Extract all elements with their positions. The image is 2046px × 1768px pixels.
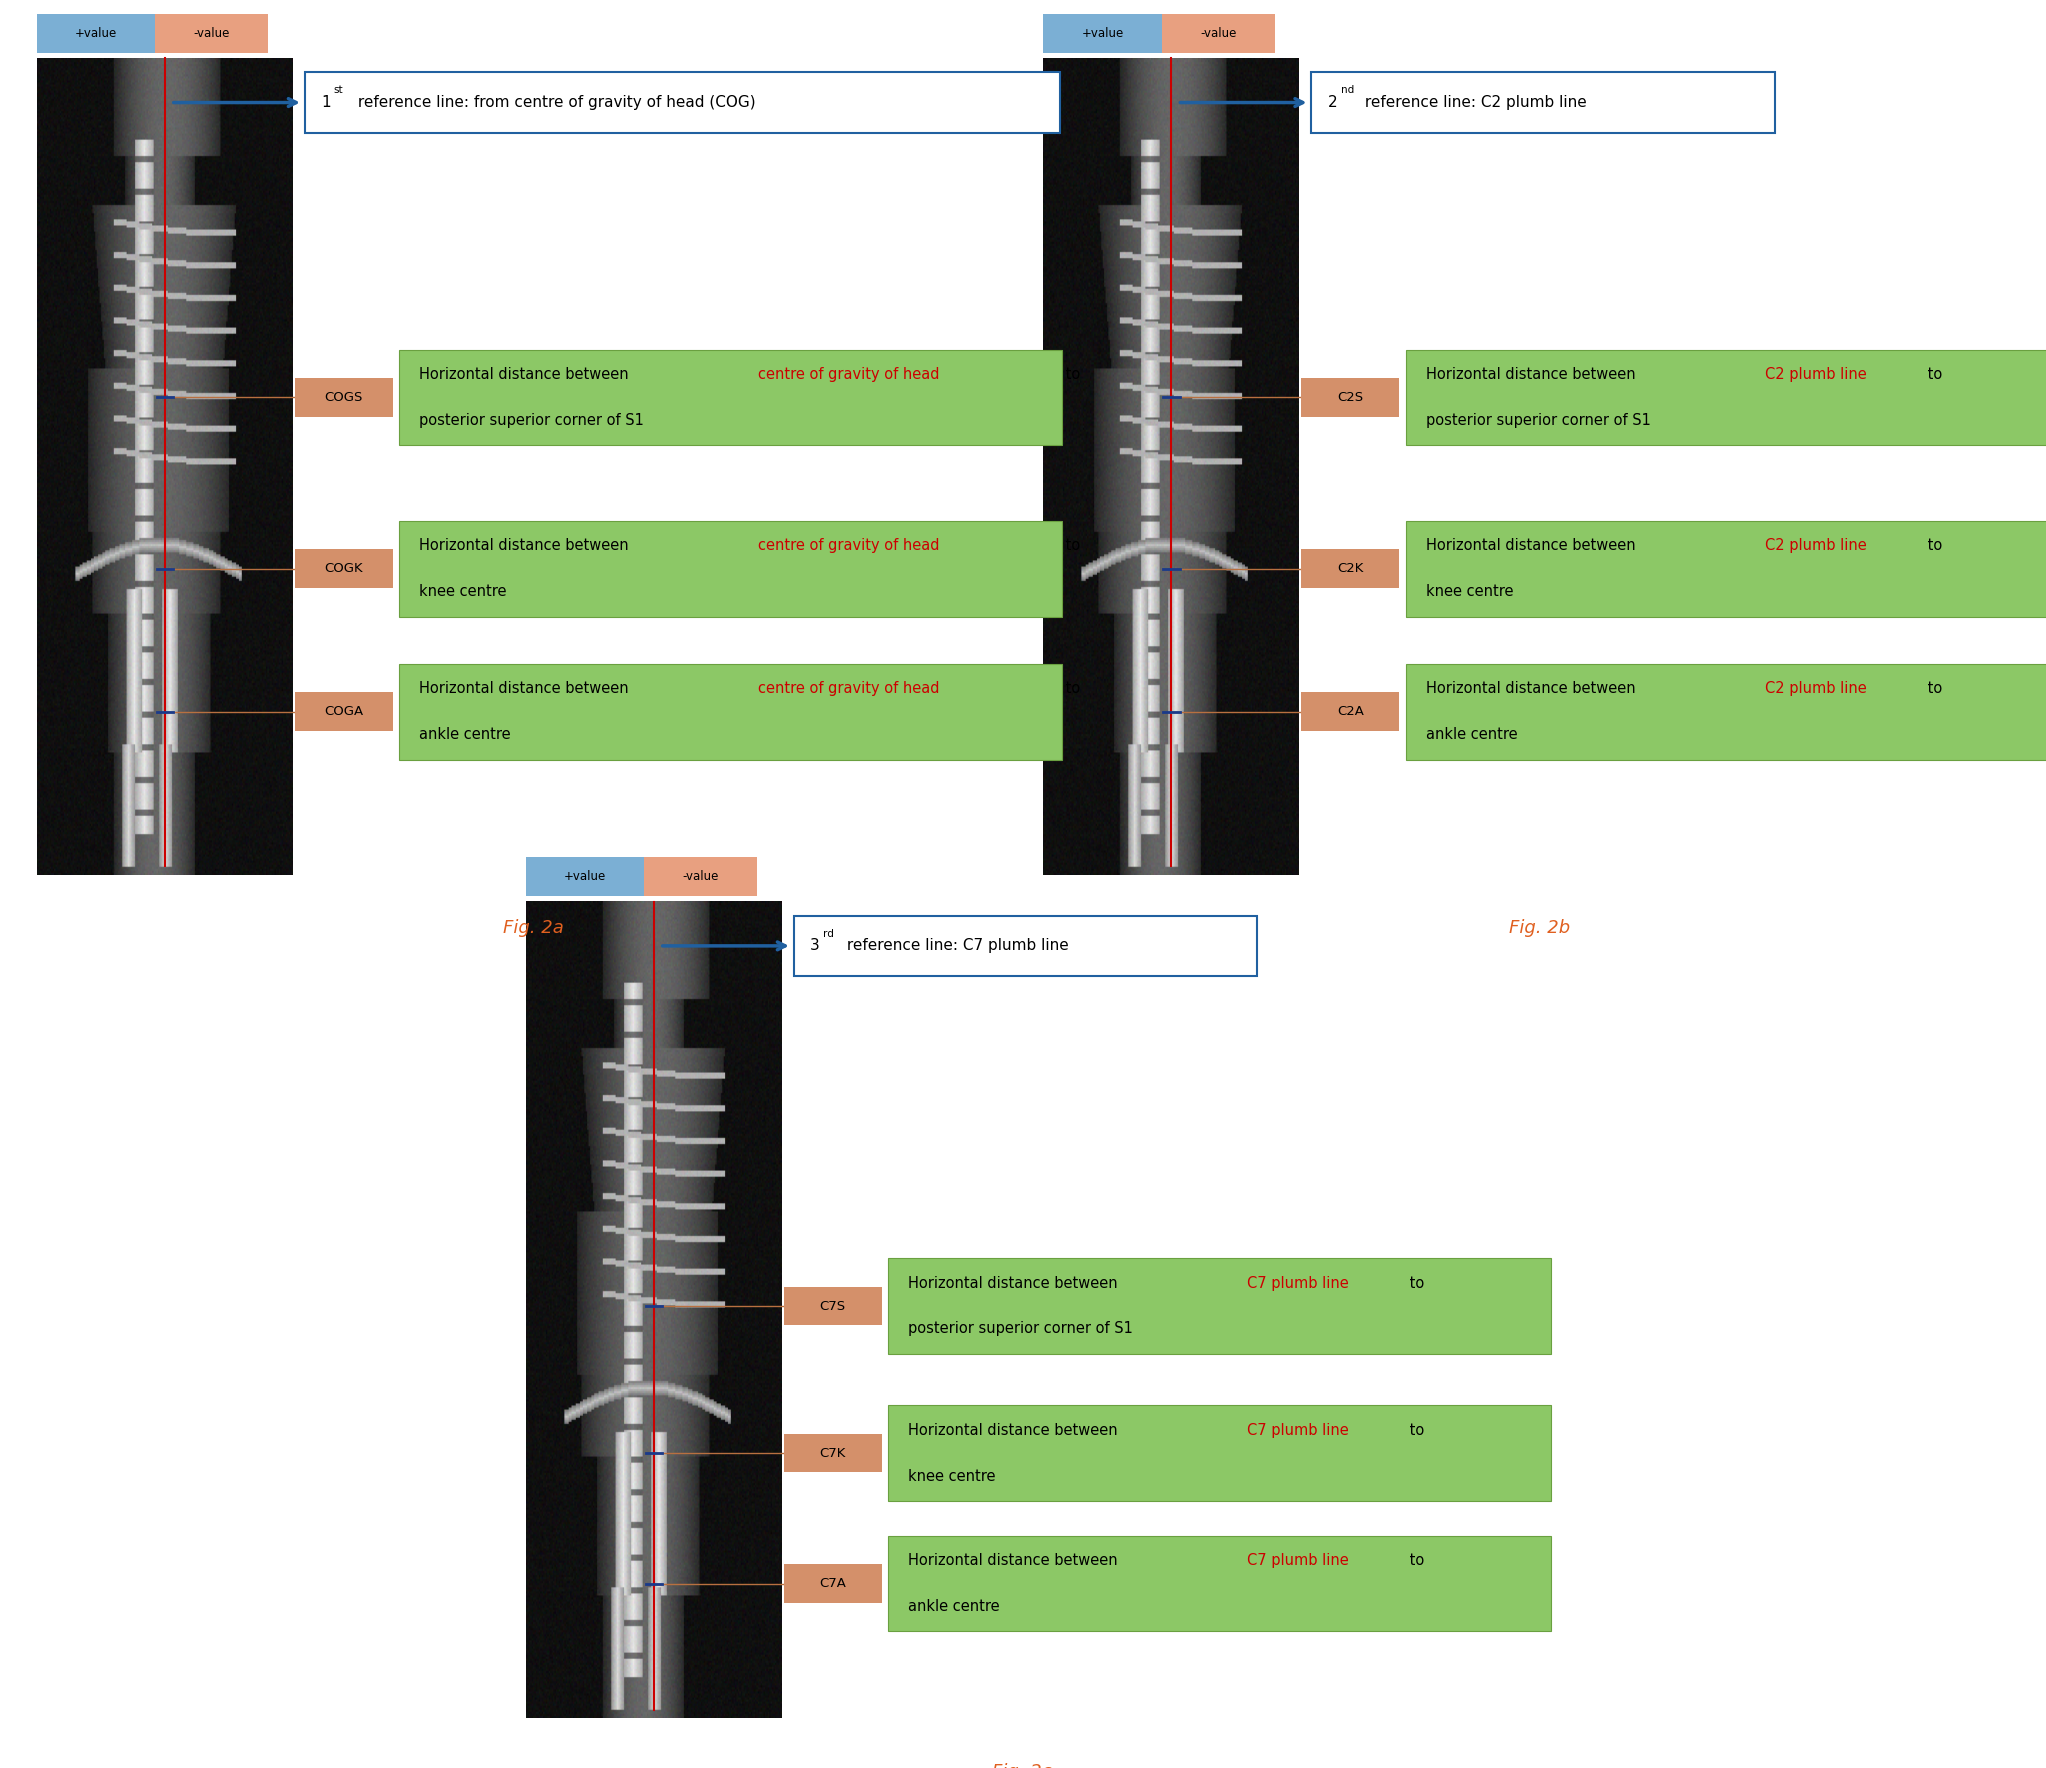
Text: ankle centre: ankle centre xyxy=(419,727,512,743)
Text: C2A: C2A xyxy=(1336,705,1365,718)
Text: Fig. 2c: Fig. 2c xyxy=(992,1763,1052,1768)
Text: -value: -value xyxy=(683,870,718,884)
Text: +value: +value xyxy=(1082,27,1123,41)
FancyBboxPatch shape xyxy=(1406,350,2046,446)
Text: C7 plumb line: C7 plumb line xyxy=(1248,1554,1348,1568)
FancyBboxPatch shape xyxy=(888,1536,1551,1632)
Text: ankle centre: ankle centre xyxy=(908,1600,1000,1614)
Text: Fig. 2a: Fig. 2a xyxy=(503,919,563,937)
Text: rd: rd xyxy=(822,928,835,939)
Text: +value: +value xyxy=(565,870,606,884)
FancyBboxPatch shape xyxy=(784,1565,882,1604)
Text: C2 plumb line: C2 plumb line xyxy=(1766,539,1866,553)
FancyBboxPatch shape xyxy=(888,1259,1551,1354)
FancyBboxPatch shape xyxy=(1301,378,1399,417)
FancyBboxPatch shape xyxy=(295,550,393,589)
Text: centre of gravity of head: centre of gravity of head xyxy=(759,366,939,382)
Text: -value: -value xyxy=(1201,27,1236,41)
Text: C7 plumb line: C7 plumb line xyxy=(1248,1275,1348,1291)
Text: COGA: COGA xyxy=(323,705,364,718)
Text: to: to xyxy=(1062,681,1080,697)
Text: Horizontal distance between: Horizontal distance between xyxy=(1426,539,1641,553)
Text: C7K: C7K xyxy=(820,1446,845,1460)
Text: -value: -value xyxy=(194,27,229,41)
Text: C7A: C7A xyxy=(818,1577,847,1589)
Text: C7 plumb line: C7 plumb line xyxy=(1248,1423,1348,1437)
Text: posterior superior corner of S1: posterior superior corner of S1 xyxy=(419,412,644,428)
FancyBboxPatch shape xyxy=(1406,522,2046,617)
FancyBboxPatch shape xyxy=(1043,14,1162,53)
Text: nd: nd xyxy=(1340,85,1354,95)
Text: ankle centre: ankle centre xyxy=(1426,727,1518,743)
Text: to: to xyxy=(1923,539,1942,553)
FancyBboxPatch shape xyxy=(155,14,268,53)
Text: Horizontal distance between: Horizontal distance between xyxy=(1426,681,1641,697)
FancyBboxPatch shape xyxy=(1406,665,2046,760)
FancyBboxPatch shape xyxy=(784,1434,882,1473)
Text: knee centre: knee centre xyxy=(419,585,507,599)
FancyBboxPatch shape xyxy=(295,378,393,417)
Text: Horizontal distance between: Horizontal distance between xyxy=(419,366,634,382)
Text: to: to xyxy=(1406,1554,1424,1568)
Text: Horizontal distance between: Horizontal distance between xyxy=(908,1554,1123,1568)
Text: 1: 1 xyxy=(321,95,331,110)
Text: knee centre: knee centre xyxy=(908,1469,996,1483)
Text: C2 plumb line: C2 plumb line xyxy=(1766,681,1866,697)
Text: Horizontal distance between: Horizontal distance between xyxy=(419,539,634,553)
Text: to: to xyxy=(1062,366,1080,382)
Text: centre of gravity of head: centre of gravity of head xyxy=(759,539,939,553)
Text: to: to xyxy=(1923,366,1942,382)
FancyBboxPatch shape xyxy=(784,1287,882,1326)
Text: posterior superior corner of S1: posterior superior corner of S1 xyxy=(908,1321,1133,1337)
Text: C2K: C2K xyxy=(1338,562,1363,575)
Text: to: to xyxy=(1406,1423,1424,1437)
Text: C2 plumb line: C2 plumb line xyxy=(1766,366,1866,382)
FancyBboxPatch shape xyxy=(1311,72,1776,133)
Text: Horizontal distance between: Horizontal distance between xyxy=(1426,366,1641,382)
FancyBboxPatch shape xyxy=(399,665,1062,760)
FancyBboxPatch shape xyxy=(1301,550,1399,589)
Text: knee centre: knee centre xyxy=(1426,585,1514,599)
Text: Horizontal distance between: Horizontal distance between xyxy=(908,1275,1123,1291)
FancyBboxPatch shape xyxy=(644,857,757,896)
Text: to: to xyxy=(1406,1275,1424,1291)
Text: st: st xyxy=(333,85,344,95)
FancyBboxPatch shape xyxy=(1301,693,1399,732)
Text: Horizontal distance between: Horizontal distance between xyxy=(908,1423,1123,1437)
Text: reference line: from centre of gravity of head (COG): reference line: from centre of gravity o… xyxy=(354,95,755,110)
FancyBboxPatch shape xyxy=(399,350,1062,446)
FancyBboxPatch shape xyxy=(888,1406,1551,1501)
Text: Horizontal distance between: Horizontal distance between xyxy=(419,681,634,697)
FancyBboxPatch shape xyxy=(37,14,155,53)
FancyBboxPatch shape xyxy=(399,522,1062,617)
Text: to: to xyxy=(1923,681,1942,697)
Text: COGK: COGK xyxy=(325,562,362,575)
Text: 2: 2 xyxy=(1328,95,1338,110)
Text: Fig. 2b: Fig. 2b xyxy=(1510,919,1569,937)
Text: reference line: C2 plumb line: reference line: C2 plumb line xyxy=(1361,95,1586,110)
Text: +value: +value xyxy=(76,27,117,41)
FancyBboxPatch shape xyxy=(794,916,1258,976)
FancyBboxPatch shape xyxy=(305,72,1060,133)
FancyBboxPatch shape xyxy=(295,693,393,732)
Text: C2S: C2S xyxy=(1338,391,1363,403)
Text: to: to xyxy=(1062,539,1080,553)
FancyBboxPatch shape xyxy=(526,857,644,896)
Text: 3: 3 xyxy=(810,939,820,953)
Text: centre of gravity of head: centre of gravity of head xyxy=(759,681,939,697)
FancyBboxPatch shape xyxy=(1162,14,1275,53)
Text: reference line: C7 plumb line: reference line: C7 plumb line xyxy=(843,939,1068,953)
Text: C7S: C7S xyxy=(820,1299,845,1312)
Text: posterior superior corner of S1: posterior superior corner of S1 xyxy=(1426,412,1651,428)
Text: COGS: COGS xyxy=(325,391,362,403)
